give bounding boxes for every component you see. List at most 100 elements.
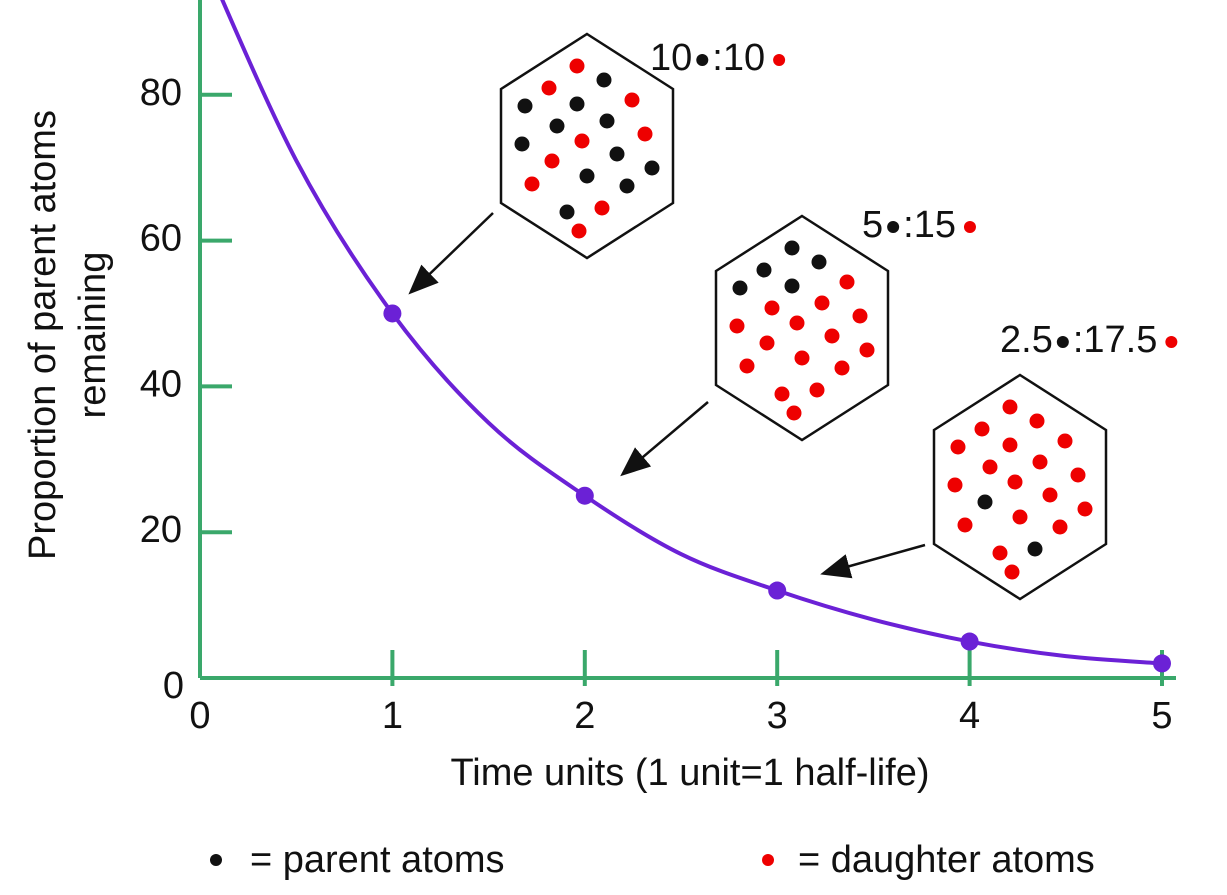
atom — [775, 387, 790, 402]
atom — [560, 205, 575, 220]
atom — [518, 99, 533, 114]
atom — [580, 169, 595, 184]
x-tick-label: 3 — [767, 695, 788, 737]
atom — [993, 546, 1008, 561]
atom — [951, 440, 966, 455]
atom — [570, 97, 585, 112]
atom — [757, 263, 772, 278]
atom — [542, 81, 557, 96]
chart: Proportion of parent atoms remaining Tim… — [0, 0, 1227, 895]
legend-text: = parent atoms — [250, 839, 505, 881]
atom — [840, 275, 855, 290]
y-tick-label: 20 — [140, 509, 182, 551]
y-tick-label: 40 — [140, 363, 182, 405]
ratio-dot — [1165, 336, 1177, 348]
atom — [835, 361, 850, 376]
atom — [978, 495, 993, 510]
ratio-parent: 10 — [650, 37, 692, 79]
legend-text: = daughter atoms — [798, 839, 1095, 881]
data-point — [1153, 654, 1171, 672]
ratio-dot — [696, 54, 708, 66]
atom — [785, 241, 800, 256]
ratio-dot — [773, 54, 785, 66]
x-tick-label: 5 — [1151, 695, 1172, 737]
hexagons — [501, 34, 1106, 599]
atom — [625, 93, 640, 108]
ratio-daughter: :17.5 — [1073, 319, 1158, 361]
ratio-dot — [964, 221, 976, 233]
atom — [1030, 414, 1045, 429]
y-axis-label: remaining — [72, 252, 114, 419]
atom — [600, 114, 615, 129]
atom — [958, 518, 973, 533]
atom — [645, 161, 660, 176]
x-tick-label: 4 — [959, 695, 980, 737]
atom — [853, 309, 868, 324]
arrow — [825, 545, 925, 573]
atom — [595, 201, 610, 216]
ratio-parent: 5 — [862, 204, 883, 246]
atom — [575, 134, 590, 149]
atom — [550, 119, 565, 134]
x-tick-label: 2 — [574, 695, 595, 737]
atom — [795, 351, 810, 366]
atom — [525, 177, 540, 192]
atom — [785, 279, 800, 294]
x-tick-label: 1 — [382, 695, 403, 737]
atom — [948, 478, 963, 493]
atom — [740, 359, 755, 374]
atom — [730, 319, 745, 334]
atom — [975, 422, 990, 437]
data-point — [961, 633, 979, 651]
atom — [1013, 510, 1028, 525]
atom — [760, 336, 775, 351]
atom — [1005, 565, 1020, 580]
atom — [1043, 488, 1058, 503]
data-point — [383, 304, 401, 322]
atom — [610, 147, 625, 162]
atom — [620, 179, 635, 194]
atom — [1033, 455, 1048, 470]
atom — [570, 59, 585, 74]
atom — [825, 329, 840, 344]
ratio-dot — [887, 221, 899, 233]
x-tick-label: 0 — [189, 695, 210, 737]
data-point — [768, 582, 786, 600]
atom — [983, 460, 998, 475]
atom — [1028, 542, 1043, 557]
atom — [790, 316, 805, 331]
arrow — [412, 213, 493, 291]
ratio-daughter: :10 — [712, 37, 765, 79]
atom — [815, 296, 830, 311]
ratio-parent: 2.5 — [1000, 319, 1053, 361]
y-tick-label: 0 — [163, 665, 184, 707]
atom — [1071, 468, 1086, 483]
atom — [1058, 434, 1073, 449]
atom — [638, 127, 653, 142]
atom — [597, 73, 612, 88]
atom — [545, 154, 560, 169]
atom — [765, 301, 780, 316]
data-point — [576, 487, 594, 505]
atom — [1008, 475, 1023, 490]
y-tick-label: 80 — [140, 72, 182, 114]
atom — [572, 224, 587, 239]
ratio-daughter: :15 — [903, 204, 956, 246]
ratio-dot — [1057, 336, 1069, 348]
atom — [1078, 502, 1093, 517]
atom — [1003, 438, 1018, 453]
y-axis-label: Proportion of parent atoms — [22, 110, 64, 560]
atom — [1053, 520, 1068, 535]
atom — [515, 137, 530, 152]
arrow — [624, 402, 708, 473]
atom — [812, 255, 827, 270]
y-tick-label: 60 — [140, 218, 182, 260]
legend-marker — [210, 854, 222, 866]
atom — [1003, 400, 1018, 415]
atom — [860, 343, 875, 358]
atom — [733, 281, 748, 296]
atom — [810, 383, 825, 398]
legend-marker — [762, 854, 774, 866]
atom — [787, 406, 802, 421]
x-axis-label: Time units (1 unit=1 half-life) — [450, 752, 929, 794]
